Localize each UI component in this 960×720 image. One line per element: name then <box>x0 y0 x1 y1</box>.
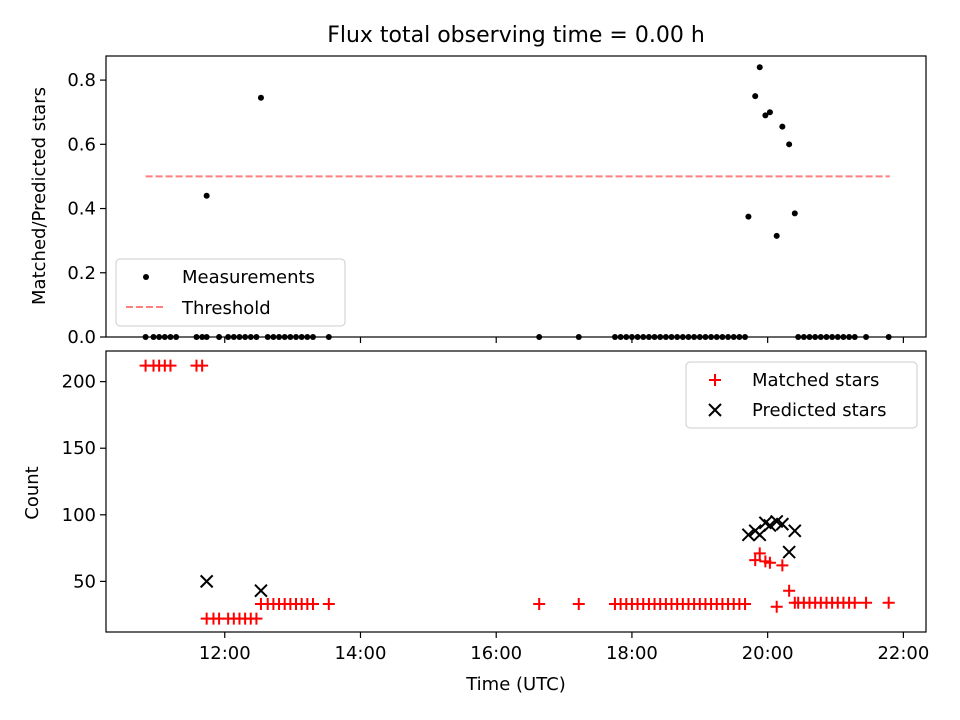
measurement-point <box>762 112 769 119</box>
matched-star-point <box>306 598 319 611</box>
predicted-star-point <box>763 518 777 533</box>
ratio-legend-box <box>115 258 346 327</box>
x-tick-label: 14:00 <box>335 643 387 664</box>
matched-star-point <box>572 598 585 611</box>
count-y-axis-label: Count <box>22 466 43 519</box>
chart-title: Flux total observing time = 0.00 h <box>327 23 705 48</box>
predicted-star-point <box>254 584 268 598</box>
matched-star-point <box>860 596 873 609</box>
x-tick-label: 22:00 <box>877 643 929 664</box>
y-tick-label: 100 <box>62 505 96 526</box>
x-axis-label: Time (UTC) <box>465 674 566 695</box>
matched-star-point <box>753 547 766 560</box>
predicted-star-point <box>775 517 790 531</box>
matched-star-point <box>749 554 762 567</box>
measurement-point <box>203 192 210 199</box>
matched-star-point <box>322 598 335 611</box>
y-tick-label: 0.0 <box>67 327 96 348</box>
matched-star-point <box>783 584 796 597</box>
y-tick-label: 0.6 <box>67 134 96 155</box>
x-tick-label: 12:00 <box>199 643 251 664</box>
measurement-point <box>745 213 752 220</box>
y-tick-label: 200 <box>62 372 96 393</box>
legend-matched-label: Matched stars <box>752 370 879 391</box>
y-tick-label: 150 <box>62 438 96 459</box>
x-tick-label: 20:00 <box>742 643 794 664</box>
measurement-point <box>752 93 759 100</box>
predicted-star-point <box>741 528 756 542</box>
y-tick-label: 0.2 <box>67 263 96 284</box>
matched-star-point <box>882 596 895 609</box>
legend-predicted-marker <box>708 403 722 417</box>
count-plot-frame <box>105 350 927 633</box>
count-legend: Matched stars Predicted stars <box>685 361 918 429</box>
matched-star-point <box>776 559 789 572</box>
matched-star-point <box>739 598 752 611</box>
matched-star-point <box>196 359 209 372</box>
matched-star-point <box>770 600 783 613</box>
y-tick-label: 0.8 <box>67 70 96 91</box>
count-legend-box <box>685 361 918 429</box>
legend-predicted-label: Predicted stars <box>752 400 886 421</box>
ratio-plot-frame <box>105 55 927 338</box>
predicted-star-point <box>782 545 796 559</box>
matched-star-point <box>533 598 546 611</box>
legend-threshold-label: Threshold <box>181 298 271 319</box>
measurement-point <box>779 123 786 130</box>
predicted-star-point <box>788 524 802 538</box>
matched-star-point <box>250 612 263 625</box>
ratio-legend: Measurements Threshold <box>115 258 346 327</box>
matched-star-point <box>763 556 776 569</box>
measurement-point <box>786 141 793 148</box>
measurement-point <box>257 94 264 101</box>
legend-matched-marker <box>709 374 721 386</box>
legend-measurements-label: Measurements <box>182 267 315 288</box>
predicted-star-point <box>199 574 214 589</box>
matched-star-point <box>848 596 861 609</box>
ratio-y-axis-label: Matched/Predicted stars <box>29 87 50 305</box>
measurement-point <box>791 210 798 217</box>
measurement-point <box>766 109 773 116</box>
y-tick-label: 50 <box>73 571 96 592</box>
y-tick-label: 0.4 <box>67 199 96 220</box>
count-plot: 12:00 14:00 16:00 18:00 20:00 22:00 50 100 150 20… <box>62 359 929 664</box>
measurement-point <box>773 232 780 239</box>
measurement-point <box>756 64 763 71</box>
legend-measurements-marker <box>143 274 149 280</box>
x-tick-label: 16:00 <box>470 643 522 664</box>
x-tick-label: 18:00 <box>606 643 658 664</box>
matched-star-point <box>164 359 177 372</box>
